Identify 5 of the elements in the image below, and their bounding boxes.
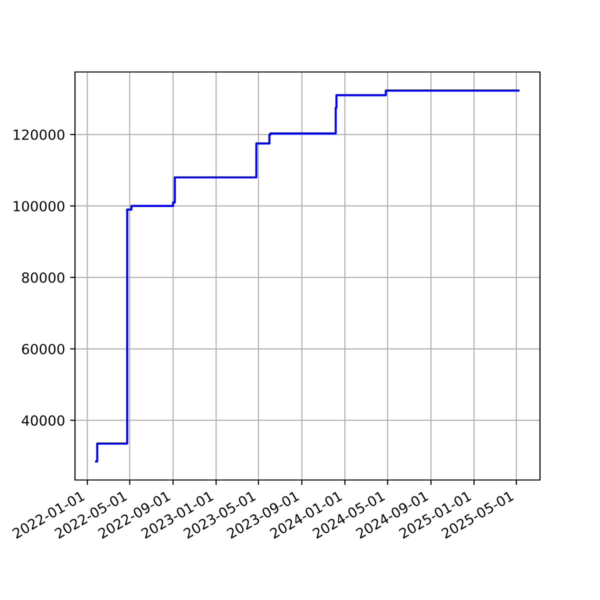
- y-tick-label: 100000: [14, 200, 64, 212]
- y-tick-label: 80000: [22, 272, 64, 283]
- y-tick-label: 60000: [22, 344, 64, 354]
- y-tick-label: 40000: [22, 415, 64, 426]
- y-tick-label: 120000: [14, 129, 64, 140]
